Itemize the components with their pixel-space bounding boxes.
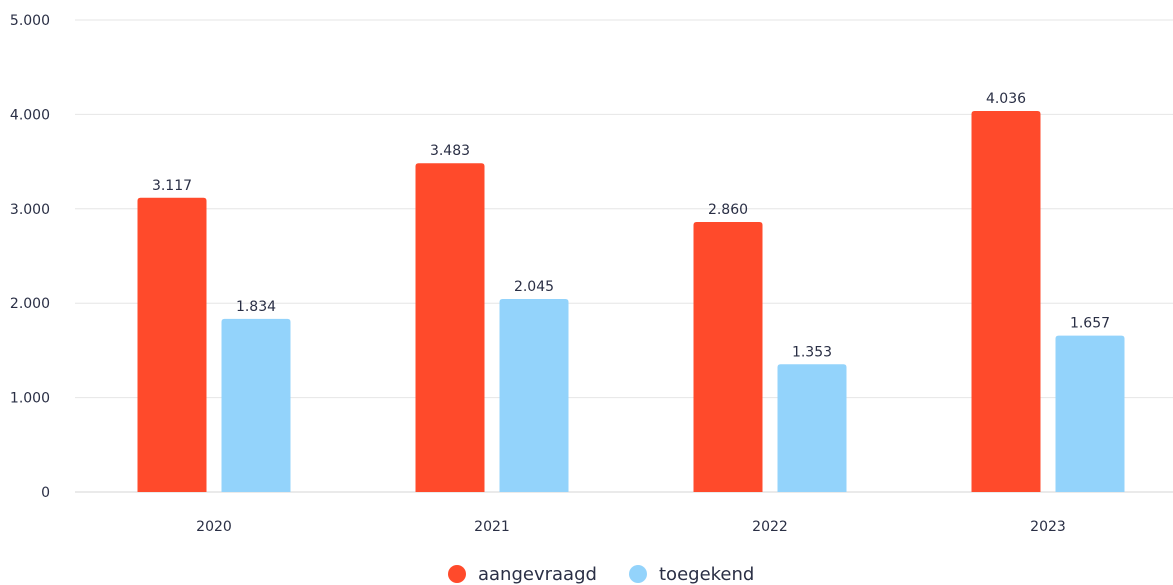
legend-label: toegekend [659, 564, 754, 585]
bar-toegekend-2023 [1055, 335, 1125, 492]
y-tick-label: 1.000 [10, 391, 50, 407]
data-label: 1.657 [1070, 316, 1110, 332]
data-label: 1.353 [792, 344, 832, 360]
legend: aangevraagd toegekend [448, 564, 754, 585]
data-label: 2.860 [708, 202, 748, 218]
y-tick-label: 2.000 [10, 296, 50, 312]
bar-aangevraagd-2022 [693, 222, 763, 493]
bar-toegekend-2021 [499, 298, 569, 492]
legend-label: aangevraagd [478, 564, 597, 585]
y-axis: 0 1.000 2.000 3.000 4.000 5.000 [10, 13, 50, 501]
data-label: 3.483 [430, 143, 470, 159]
y-tick-label: 4.000 [10, 107, 50, 123]
x-tick-label: 2023 [1030, 519, 1066, 535]
bar-toegekend-2022 [777, 364, 847, 492]
legend-marker-aangevraagd [448, 565, 466, 583]
data-label: 3.117 [152, 178, 192, 194]
legend-marker-toegekend [629, 565, 647, 583]
y-tick-label: 0 [41, 485, 50, 501]
data-label: 1.834 [236, 299, 276, 315]
y-tick-label: 3.000 [10, 202, 50, 218]
y-tick-label: 5.000 [10, 13, 50, 29]
bar-toegekend-2020 [221, 318, 291, 492]
data-label: 4.036 [986, 91, 1026, 107]
x-axis: 2020 2021 2022 2023 [196, 519, 1066, 535]
bar-aangevraagd-2020 [137, 197, 207, 493]
bar-aangevraagd-2021 [415, 163, 485, 492]
x-tick-label: 2022 [752, 519, 788, 535]
data-label: 2.045 [514, 279, 554, 295]
bars: 3.117 1.834 3.483 2.045 2.860 1.353 4.036 1.657 [137, 91, 1125, 493]
bar-aangevraagd-2023 [971, 111, 1041, 493]
x-tick-label: 2020 [196, 519, 232, 535]
x-tick-label: 2021 [474, 519, 510, 535]
